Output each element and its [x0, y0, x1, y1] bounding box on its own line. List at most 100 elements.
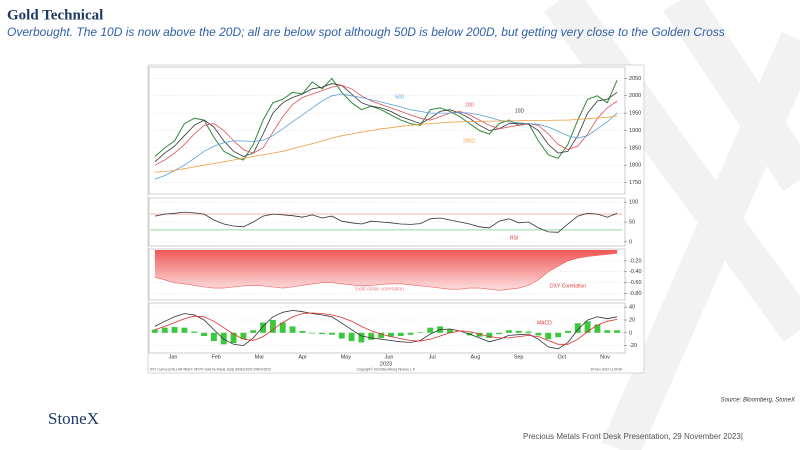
slide-subtitle: Overbought. The 10D is now above the 20D… [7, 25, 725, 39]
x-tick-label: May [341, 354, 352, 360]
x-tick-label: Sep [514, 354, 524, 360]
histogram-bar [564, 330, 571, 333]
histogram-bar [505, 330, 512, 333]
histogram-bar [407, 332, 414, 335]
x-tick-label: Jun [385, 354, 394, 360]
histogram-bar [358, 332, 365, 343]
series-line [154, 84, 618, 166]
y-tick-label: -20 [629, 343, 637, 349]
histogram-bar [496, 332, 503, 335]
chart-frame [147, 64, 645, 374]
panel [148, 302, 626, 354]
area [154, 250, 618, 291]
y-tick-label: -0.40 [629, 269, 642, 275]
histogram-bar [161, 327, 168, 333]
histogram-bar [151, 329, 158, 333]
series-line [154, 83, 618, 163]
annotation: DXY Correlation [550, 283, 586, 289]
histogram-bar [397, 332, 404, 336]
x-tick-label: Jan [169, 354, 178, 360]
y-tick-label: 1750 [629, 180, 641, 186]
histogram-bar [535, 332, 542, 336]
histogram-bar [594, 324, 601, 333]
y-tick-label: 2050 [629, 76, 641, 82]
y-tick-label: 1800 [629, 163, 641, 169]
series-line [154, 115, 618, 173]
histogram-bar [328, 332, 335, 335]
histogram-bar [584, 321, 591, 333]
histogram-bar [269, 320, 276, 333]
histogram-bar [387, 332, 394, 337]
annotation: 200D [463, 138, 475, 144]
series-line [154, 77, 618, 161]
histogram-bar [476, 332, 483, 337]
histogram-bar [210, 332, 217, 342]
y-tick-label: -0.60 [629, 280, 642, 286]
annotation: Gold dollar correlation [355, 286, 404, 292]
footer: Precious Metals Front Desk Presentation,… [523, 432, 743, 441]
chart-note: DXY Curncy (DOLLAR INDEX SPOT) Gold Tech… [150, 367, 271, 371]
y-tick-label: 20 [629, 317, 635, 323]
x-tick-label: Mar [255, 354, 265, 360]
histogram-bar [378, 332, 385, 338]
y-tick-label: 50 [629, 219, 635, 225]
y-tick-label: 1850 [629, 145, 641, 151]
slide-title: Gold Technical [7, 7, 103, 23]
y-tick-label: 0 [629, 239, 632, 245]
histogram-bar [201, 332, 208, 336]
histogram-bar [614, 330, 621, 333]
histogram-bar [289, 326, 296, 333]
histogram-bar [338, 332, 345, 339]
histogram-bar [230, 332, 237, 344]
histogram-bar [515, 330, 522, 333]
histogram-bar [181, 327, 188, 333]
logo: StoneX [48, 409, 99, 428]
annotation: 50D [395, 94, 405, 100]
y-tick-label: 100 [629, 200, 638, 206]
chart-note: Copyright© 2023 Bloomberg Finance L.P. [357, 367, 416, 371]
x-tick-label: Jul [429, 354, 436, 360]
histogram-bar [191, 331, 198, 333]
histogram-bar [574, 323, 581, 333]
histogram-bar [446, 328, 453, 333]
y-tick-label: -0.80 [629, 291, 642, 297]
histogram-bar [299, 330, 306, 333]
y-tick-label: 40 [629, 305, 635, 311]
x-axis-label: 2023 [380, 361, 392, 367]
histogram-bar [525, 331, 532, 333]
annotation: RSI [510, 235, 518, 241]
histogram-bar [545, 332, 552, 340]
annotation: MACD [537, 320, 552, 326]
x-tick-label: Aug [471, 354, 481, 360]
y-tick-label: 2000 [629, 93, 641, 99]
histogram-bar [220, 332, 227, 345]
histogram-bar [309, 332, 316, 334]
series-line [154, 309, 618, 350]
histogram-bar [486, 332, 493, 338]
annotation: 10D [515, 108, 525, 114]
histogram-bar [250, 330, 257, 333]
histogram-bar [417, 332, 424, 333]
histogram-bar [555, 332, 562, 338]
histogram-bar [240, 332, 247, 340]
annotation: 20D [465, 102, 475, 108]
watermark [543, 0, 800, 450]
histogram-bar [279, 322, 286, 333]
histogram-bar [171, 327, 178, 333]
histogram-bar [260, 322, 267, 333]
series-line [154, 93, 618, 180]
x-tick-label: Nov [600, 354, 610, 360]
histogram-bar [348, 332, 355, 342]
series-line [154, 312, 618, 345]
histogram-bar [319, 332, 326, 335]
x-tick-label: Apr [298, 354, 307, 360]
area-line [154, 253, 618, 291]
series-line [154, 211, 618, 233]
x-tick-label: Oct [558, 354, 567, 360]
histogram-bar [604, 330, 611, 333]
y-tick-label: 1950 [629, 111, 641, 117]
chart-note: 29-Nov-2023 11:04:36 [591, 367, 623, 371]
source: Source: Bloomberg, StoneX [721, 398, 796, 404]
y-tick-label: 0 [629, 330, 632, 336]
